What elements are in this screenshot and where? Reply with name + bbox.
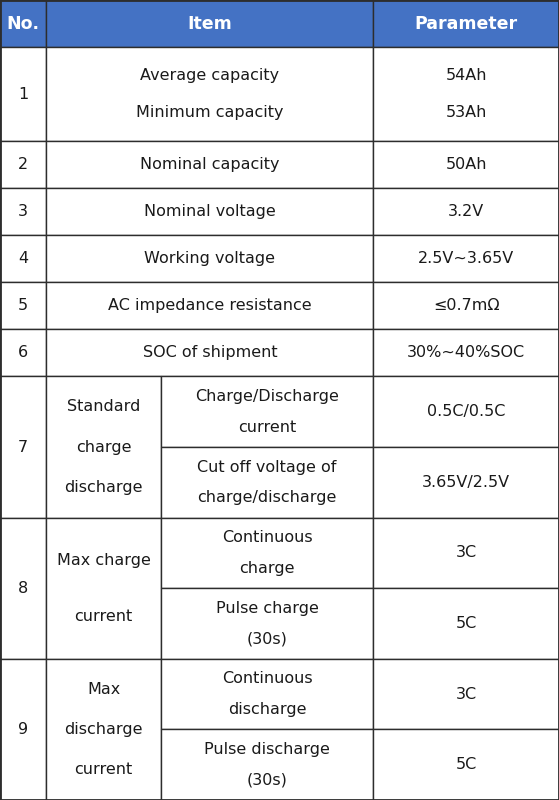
Bar	[46, 659, 161, 800]
Text: 4: 4	[18, 251, 29, 266]
Bar	[373, 659, 559, 730]
Text: 54Ah: 54Ah	[446, 68, 487, 82]
Text: (30s): (30s)	[247, 631, 287, 646]
Text: Parameter: Parameter	[415, 14, 518, 33]
Text: 2: 2	[18, 158, 29, 172]
Bar	[46, 235, 373, 282]
Bar	[46, 518, 161, 659]
Bar	[161, 447, 373, 518]
Text: Standard: Standard	[67, 399, 140, 414]
Text: charge: charge	[239, 561, 295, 576]
Bar	[373, 518, 559, 588]
Text: Cut off voltage of: Cut off voltage of	[197, 459, 337, 474]
Bar	[161, 518, 373, 588]
Text: 3C: 3C	[456, 686, 477, 702]
Text: Item: Item	[187, 14, 233, 33]
Bar	[373, 588, 559, 659]
Text: 53Ah: 53Ah	[446, 106, 487, 121]
Text: discharge: discharge	[64, 480, 143, 495]
Text: ≤0.7mΩ: ≤0.7mΩ	[433, 298, 500, 314]
Bar	[373, 188, 559, 235]
Text: 0.5C/0.5C: 0.5C/0.5C	[427, 404, 505, 419]
Bar	[46, 282, 373, 330]
Bar	[0, 330, 46, 377]
Text: 5C: 5C	[456, 616, 477, 631]
Text: Max: Max	[87, 682, 120, 697]
Text: Minimum capacity: Minimum capacity	[136, 106, 283, 121]
Bar	[46, 47, 373, 141]
Text: 3.2V: 3.2V	[448, 204, 484, 219]
Bar	[0, 282, 46, 330]
Text: Charge/Discharge: Charge/Discharge	[195, 389, 339, 404]
Bar	[373, 0, 559, 47]
Text: 7: 7	[18, 439, 29, 454]
Text: Pulse charge: Pulse charge	[216, 601, 319, 616]
Text: current: current	[74, 762, 132, 778]
Bar	[161, 730, 373, 800]
Text: 2.5V~3.65V: 2.5V~3.65V	[418, 251, 514, 266]
Text: 6: 6	[18, 346, 29, 361]
Bar	[373, 282, 559, 330]
Text: Continuous: Continuous	[222, 671, 312, 686]
Text: No.: No.	[7, 14, 40, 33]
Text: current: current	[74, 609, 132, 624]
Text: 1: 1	[18, 86, 29, 102]
Text: Max charge: Max charge	[56, 553, 150, 567]
Text: Continuous: Continuous	[222, 530, 312, 545]
Text: Nominal voltage: Nominal voltage	[144, 204, 276, 219]
Text: 5C: 5C	[456, 758, 477, 772]
Text: Average capacity: Average capacity	[140, 68, 280, 82]
Bar	[373, 141, 559, 188]
Bar	[0, 0, 46, 47]
Bar	[161, 659, 373, 730]
Bar	[0, 188, 46, 235]
Text: SOC of shipment: SOC of shipment	[143, 346, 277, 361]
Bar	[373, 330, 559, 377]
Text: Working voltage: Working voltage	[144, 251, 276, 266]
Bar	[373, 730, 559, 800]
Bar	[46, 377, 161, 518]
Text: current: current	[238, 420, 296, 434]
Text: 8: 8	[18, 581, 29, 596]
Text: 5: 5	[18, 298, 29, 314]
Bar	[0, 377, 46, 518]
Text: 3: 3	[18, 204, 28, 219]
Text: Nominal capacity: Nominal capacity	[140, 158, 280, 172]
Bar	[46, 141, 373, 188]
Bar	[0, 141, 46, 188]
Bar	[46, 330, 373, 377]
Bar	[161, 588, 373, 659]
Bar	[0, 235, 46, 282]
Text: charge: charge	[76, 439, 131, 454]
Text: (30s): (30s)	[247, 773, 287, 787]
Bar	[0, 518, 46, 659]
Bar	[46, 0, 373, 47]
Bar	[373, 447, 559, 518]
Text: 3C: 3C	[456, 546, 477, 561]
Text: 50Ah: 50Ah	[446, 158, 487, 172]
Text: 9: 9	[18, 722, 29, 737]
Text: 30%~40%SOC: 30%~40%SOC	[407, 346, 525, 361]
Bar	[46, 188, 373, 235]
Bar	[373, 47, 559, 141]
Text: discharge: discharge	[64, 722, 143, 737]
Bar	[373, 377, 559, 447]
Bar	[161, 377, 373, 447]
Text: discharge: discharge	[228, 702, 306, 717]
Text: Pulse discharge: Pulse discharge	[204, 742, 330, 757]
Text: charge/discharge: charge/discharge	[197, 490, 337, 505]
Text: AC impedance resistance: AC impedance resistance	[108, 298, 312, 314]
Bar	[373, 235, 559, 282]
Bar	[0, 659, 46, 800]
Text: 3.65V/2.5V: 3.65V/2.5V	[422, 475, 510, 490]
Bar	[0, 47, 46, 141]
